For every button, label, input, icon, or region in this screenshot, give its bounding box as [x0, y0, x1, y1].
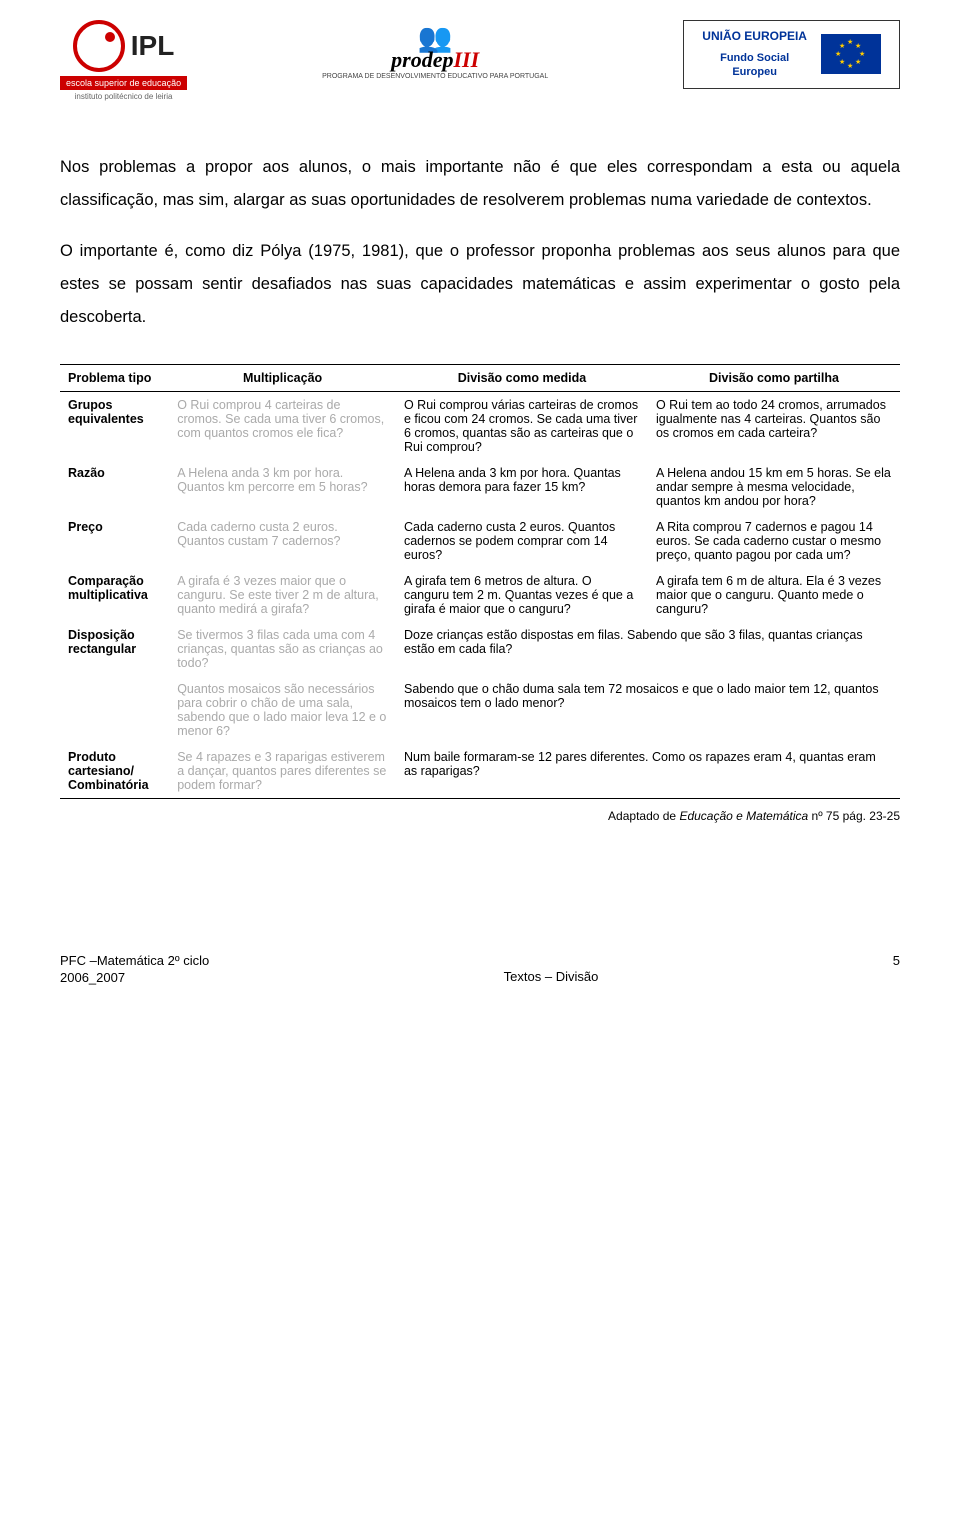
row-partilha: A Rita comprou 7 cadernos e pagou 14 eur…: [648, 514, 900, 568]
row-merged: Doze crianças estão dispostas em filas. …: [396, 622, 900, 676]
th-mult: Multiplicação: [169, 365, 396, 392]
paragraph-1: Nos problemas a propor aos alunos, o mai…: [60, 151, 900, 217]
table-row: Razão A Helena anda 3 km por hora. Quant…: [60, 460, 900, 514]
ipl-name: IPL: [131, 30, 175, 62]
eu-title: UNIÃO EUROPEIA: [702, 29, 807, 43]
prodep-sub: PROGRAMA DE DESENVOLVIMENTO EDUCATIVO PA…: [322, 73, 548, 80]
prodep-suffix: III: [454, 47, 480, 72]
caption-prefix: Adaptado de: [608, 809, 679, 823]
th-type: Problema tipo: [60, 365, 169, 392]
eu-flag-icon: ★ ★ ★ ★ ★ ★ ★ ★: [821, 34, 881, 74]
row-type: Preço: [60, 514, 169, 568]
table-row: Preço Cada caderno custa 2 euros. Quanto…: [60, 514, 900, 568]
caption-ital: Educação e Matemática: [679, 809, 808, 823]
row-partilha: A girafa tem 6 m de altura. Ela é 3 veze…: [648, 568, 900, 622]
table-row: Grupos equivalentes O Rui comprou 4 cart…: [60, 392, 900, 461]
page-footer: PFC –Matemática 2º ciclo 2006_2007 Texto…: [60, 953, 900, 987]
th-medida: Divisão como medida: [396, 365, 648, 392]
eu-line2a: Fundo Social: [720, 52, 789, 64]
row-medida: Cada caderno custa 2 euros. Quantos cade…: [396, 514, 648, 568]
row-partilha: A Helena andou 15 km em 5 horas. Se ela …: [648, 460, 900, 514]
ipl-circle-icon: [73, 20, 125, 72]
table-row: Produto cartesiano/ Combinatória Se 4 ra…: [60, 744, 900, 799]
row-mult: Quantos mosaicos são necessários para co…: [169, 676, 396, 744]
th-partilha: Divisão como partilha: [648, 365, 900, 392]
row-type: [60, 676, 169, 744]
row-mult: Cada caderno custa 2 euros. Quantos cust…: [169, 514, 396, 568]
row-mult: Se tivermos 3 filas cada uma com 4 crian…: [169, 622, 396, 676]
row-medida: A Helena anda 3 km por hora. Quantas hor…: [396, 460, 648, 514]
row-medida: O Rui comprou várias carteiras de cromos…: [396, 392, 648, 461]
eu-box: UNIÃO EUROPEIA Fundo Social Europeu ★ ★ …: [683, 20, 900, 89]
row-type: Produto cartesiano/ Combinatória: [60, 744, 169, 799]
footer-left1: PFC –Matemática 2º ciclo: [60, 953, 209, 970]
row-type: Disposição rectangular: [60, 622, 169, 676]
row-mult: Se 4 rapazes e 3 raparigas estiverem a d…: [169, 744, 396, 799]
ipl-logo: IPL escola superior de educação institut…: [60, 20, 187, 101]
page-header: IPL escola superior de educação institut…: [60, 20, 900, 101]
row-merged: Num baile formaram-se 12 pares diferente…: [396, 744, 900, 799]
footer-page: 5: [893, 953, 900, 987]
eu-line2b: Europeu: [732, 66, 777, 78]
row-mult: O Rui comprou 4 carteiras de cromos. Se …: [169, 392, 396, 461]
prodep-logo: 👥 prodepIII PROGRAMA DE DESENVOLVIMENTO …: [322, 30, 548, 80]
people-icon: 👥: [418, 30, 453, 47]
problem-type-table: Problema tipo Multiplicação Divisão como…: [60, 364, 900, 799]
row-medida: A girafa tem 6 metros de altura. O cangu…: [396, 568, 648, 622]
ipl-subtitle2: instituto politécnico de leiria: [75, 92, 173, 101]
prodep-name: prodep: [391, 47, 453, 72]
footer-center: Textos – Divisão: [209, 969, 893, 987]
caption-suffix: nº 75 pág. 23-25: [808, 809, 900, 823]
row-type: Grupos equivalentes: [60, 392, 169, 461]
table-caption: Adaptado de Educação e Matemática nº 75 …: [60, 809, 900, 823]
row-mult: A girafa é 3 vezes maior que o canguru. …: [169, 568, 396, 622]
row-type: Comparação multiplicativa: [60, 568, 169, 622]
row-mult: A Helena anda 3 km por hora. Quantos km …: [169, 460, 396, 514]
row-merged: Sabendo que o chão duma sala tem 72 mosa…: [396, 676, 900, 744]
table-row: Disposição rectangular Se tivermos 3 fil…: [60, 622, 900, 676]
table-row: Comparação multiplicativa A girafa é 3 v…: [60, 568, 900, 622]
row-type: Razão: [60, 460, 169, 514]
footer-left2: 2006_2007: [60, 970, 209, 987]
table-row: Quantos mosaicos são necessários para co…: [60, 676, 900, 744]
row-partilha: O Rui tem ao todo 24 cromos, arrumados i…: [648, 392, 900, 461]
paragraph-2: O importante é, como diz Pólya (1975, 19…: [60, 235, 900, 334]
ipl-subtitle1: escola superior de educação: [60, 76, 187, 90]
